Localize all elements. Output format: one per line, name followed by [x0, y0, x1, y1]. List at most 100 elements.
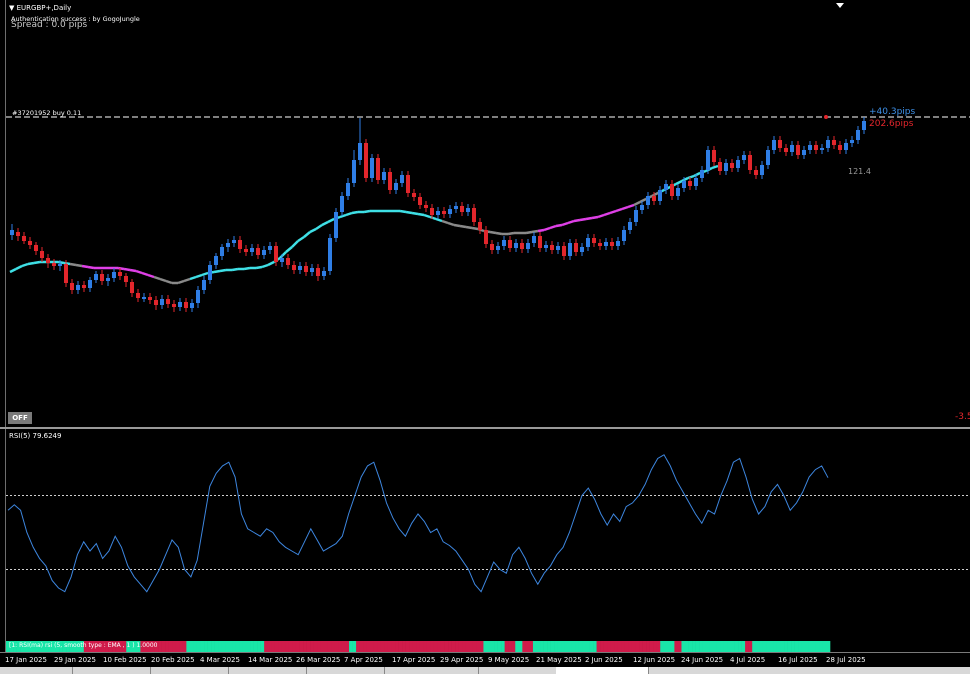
candle-body — [274, 246, 278, 262]
bar-indicator-cell — [140, 641, 145, 652]
bar-indicator-cell — [338, 641, 343, 652]
bar-indicator-cell — [363, 641, 368, 652]
bar-indicator-cell — [90, 641, 95, 652]
bar-indicator-cell — [596, 641, 601, 652]
order-label: #37201952 buy 0.11 — [12, 109, 82, 117]
candle-body — [298, 266, 302, 270]
ma-segment — [639, 197, 647, 204]
ma-segment — [399, 209, 407, 214]
tab[interactable] — [384, 667, 479, 674]
bar-indicator-cell — [798, 641, 803, 652]
ma-segment — [285, 246, 293, 253]
tab[interactable] — [0, 667, 73, 674]
ma-segment — [231, 267, 239, 272]
candle-body — [532, 236, 536, 243]
tab[interactable] — [150, 667, 229, 674]
bar-indicator-cell — [242, 641, 247, 652]
bar-indicator-cell — [660, 641, 665, 652]
tab[interactable] — [648, 667, 970, 674]
candle-body — [304, 266, 308, 272]
bar-indicator-cell — [133, 641, 138, 652]
bar-indicator-cell — [490, 641, 495, 652]
spread-text: Spread : 0.0 pips — [11, 20, 88, 30]
bar-indicator-cell — [741, 641, 746, 652]
bar-indicator-label: [1: RSI(ma) rsi (5, smooth type : EMA , … — [9, 642, 158, 649]
bar-indicator-cell — [34, 641, 39, 652]
ma-segment — [195, 273, 203, 279]
ma-segment — [81, 264, 89, 269]
bar-indicator-cell — [805, 641, 810, 652]
bar-indicator-cell — [801, 641, 806, 652]
ma-segment — [141, 271, 149, 277]
ma-segment — [147, 273, 155, 279]
bar-indicator-cell — [532, 641, 537, 652]
candle-body — [454, 206, 458, 209]
bar-indicator-cell — [723, 641, 728, 652]
date-label: 26 Mar 2025 — [296, 656, 341, 664]
ma-segment — [219, 268, 227, 273]
ma-segment — [339, 213, 347, 219]
bar-indicator-cell — [663, 641, 668, 652]
candle-body — [154, 300, 158, 305]
ma-segment — [627, 203, 635, 209]
candle-body — [58, 264, 62, 266]
bar-indicator-cell — [87, 641, 92, 652]
candle-body — [316, 268, 320, 276]
ma-segment — [153, 275, 161, 281]
subwindow-separator[interactable] — [0, 427, 970, 429]
candle-body — [580, 247, 584, 252]
candle-body — [310, 268, 314, 272]
off-button[interactable]: OFF — [8, 412, 32, 424]
bar-indicator-cell — [416, 641, 421, 652]
bar-indicator-cell — [292, 641, 297, 652]
bar-indicator-cell — [151, 641, 155, 652]
ma-segment — [177, 279, 185, 285]
bar-indicator-cell — [391, 641, 396, 652]
tab[interactable] — [228, 667, 307, 674]
candle-body — [496, 246, 500, 250]
shift-marker-icon[interactable] — [836, 3, 844, 8]
bar-indicator-cell — [16, 641, 21, 652]
ma-segment — [711, 164, 719, 170]
candle-body — [514, 243, 518, 248]
candle-body — [346, 183, 350, 196]
pips-profit-label: +40.3pips — [869, 107, 916, 117]
tab-active[interactable] — [556, 667, 649, 674]
candle-body — [700, 170, 704, 178]
bar-indicator-cell — [479, 641, 484, 652]
bar-indicator-cell — [458, 641, 463, 652]
bar-indicator-cell — [504, 641, 509, 652]
bar-indicator-cell — [246, 641, 251, 652]
bar-indicator-cell — [706, 641, 711, 652]
date-label: 7 Apr 2025 — [344, 656, 383, 664]
tab[interactable] — [306, 667, 385, 674]
candle-body — [622, 230, 626, 241]
ma-segment — [87, 265, 95, 270]
bar-indicator-cell — [6, 641, 10, 652]
bar-indicator-cell — [398, 641, 403, 652]
ma-segment — [531, 229, 539, 234]
bar-indicator-cell — [462, 641, 467, 652]
bar-indicator-cell — [69, 641, 74, 652]
bar-indicator-cell — [207, 641, 212, 652]
tab[interactable] — [72, 667, 151, 674]
candle-body — [34, 245, 38, 251]
bar-indicator-cell — [780, 641, 785, 652]
ma-segment — [555, 223, 563, 228]
candle-body — [592, 238, 596, 243]
candle-body — [628, 222, 632, 230]
ma-segment — [453, 223, 461, 228]
tab[interactable] — [478, 667, 557, 674]
candle-body — [106, 278, 110, 281]
bar-indicator-cell — [483, 641, 488, 652]
bar-indicator-cell — [267, 641, 272, 652]
ma-segment — [447, 221, 455, 227]
symbol-title: ▼ EURGBP+,Daily — [9, 4, 72, 12]
ma-segment — [543, 226, 551, 232]
bar-indicator-cell — [66, 641, 70, 652]
bar-indicator-cell — [593, 641, 597, 652]
candle-body — [856, 130, 860, 140]
bar-indicator-cell — [540, 641, 544, 652]
